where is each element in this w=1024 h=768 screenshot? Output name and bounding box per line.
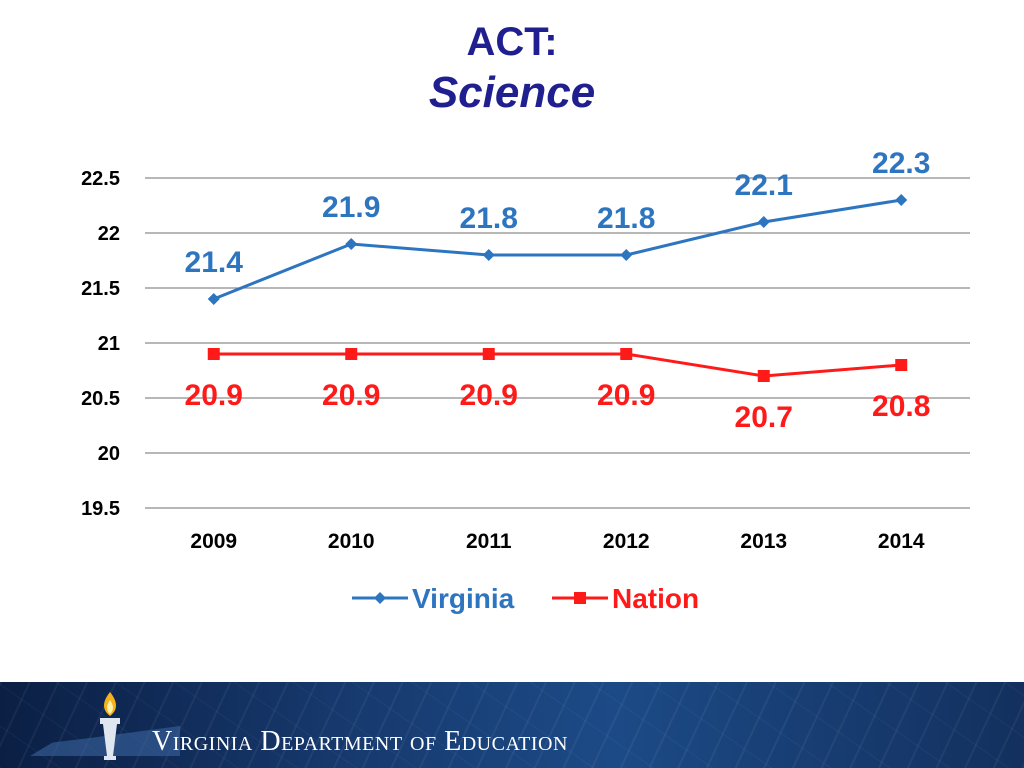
data-label-nation: 20.9 <box>322 379 380 412</box>
x-tick-label: 2011 <box>466 530 512 553</box>
data-label-nation: 20.9 <box>460 379 518 412</box>
data-label-virginia: 21.8 <box>597 202 655 235</box>
data-label-nation: 20.7 <box>735 401 793 434</box>
data-point-virginia <box>207 293 220 305</box>
y-tick-label: 21 <box>98 333 120 355</box>
legend-marker-nation <box>574 592 586 604</box>
footer-banner: Virginia Department of Education <box>0 682 1024 768</box>
data-point-virginia <box>345 238 358 250</box>
slide-title-block: ACT: Science <box>0 18 1024 120</box>
legend-label: Virginia <box>412 583 515 614</box>
y-tick-label: 22 <box>98 223 120 245</box>
data-point-virginia <box>620 249 633 261</box>
series-line-virginia <box>213 198 902 301</box>
data-label-nation: 20.8 <box>872 390 930 423</box>
data-point-nation <box>895 359 908 371</box>
data-point-nation <box>207 348 220 360</box>
data-point-nation <box>345 348 358 360</box>
data-point-nation <box>482 348 495 360</box>
data-label-virginia: 21.4 <box>185 246 244 279</box>
y-tick-label: 20.5 <box>81 388 120 410</box>
y-tick-label: 20 <box>98 443 120 465</box>
line-chart: 22.5 22 21.5 21 20.5 20 19.5 2009 2010 2011 2012 20… <box>81 147 970 614</box>
x-tick-label: 2013 <box>740 530 787 553</box>
slide-subtitle: Science <box>428 68 596 117</box>
series-line-nation <box>213 352 902 378</box>
torch-logo-icon <box>100 692 120 760</box>
data-point-nation <box>620 348 633 360</box>
data-label-virginia: 22.1 <box>735 169 793 202</box>
data-point-virginia <box>895 194 908 206</box>
slide-title: ACT: <box>466 20 558 64</box>
legend-label: Nation <box>612 583 699 614</box>
legend-marker-virginia <box>374 592 386 604</box>
data-label-virginia: 21.8 <box>460 202 518 235</box>
y-tick-label: 19.5 <box>81 498 120 520</box>
data-label-virginia: 22.3 <box>872 147 930 180</box>
x-tick-label: 2010 <box>328 530 375 553</box>
x-tick-label: 2014 <box>878 530 925 553</box>
footer-organization-name: Virginia Department of Education <box>152 726 568 757</box>
x-tick-label: 2012 <box>603 530 650 553</box>
data-label-nation: 20.9 <box>185 379 243 412</box>
data-label-virginia: 21.9 <box>322 191 380 224</box>
y-tick-label: 22.5 <box>81 168 120 190</box>
data-label-nation: 20.9 <box>597 379 655 412</box>
data-point-virginia <box>482 249 495 261</box>
data-point-nation <box>757 370 770 382</box>
y-tick-label: 21.5 <box>81 278 120 300</box>
data-point-virginia <box>757 216 770 228</box>
x-tick-label: 2009 <box>190 530 237 553</box>
